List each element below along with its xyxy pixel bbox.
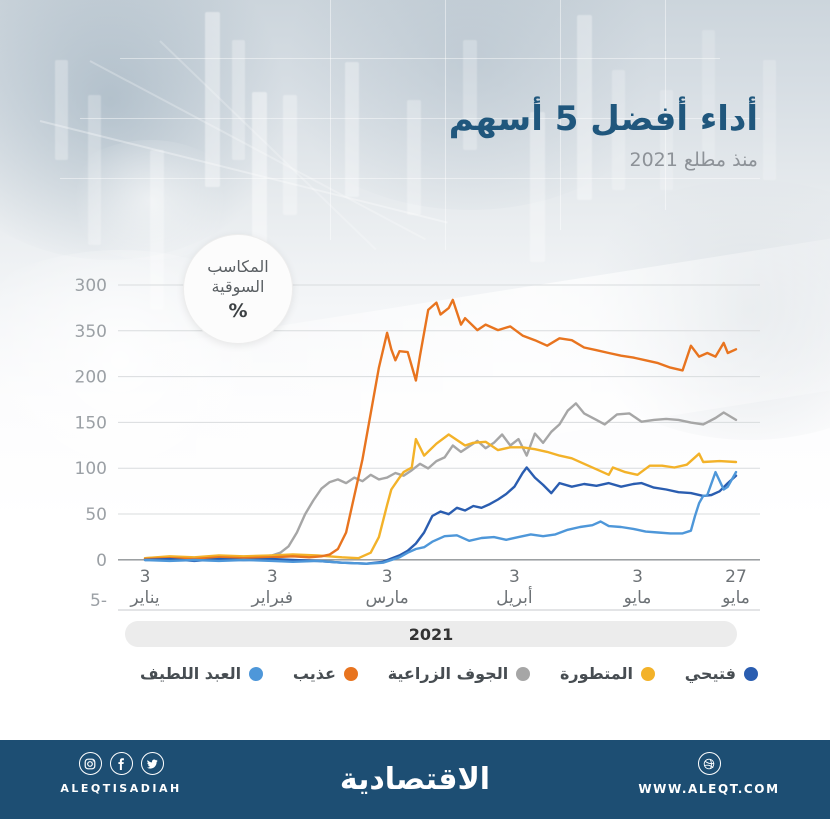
legend-dot-jouf bbox=[516, 666, 531, 681]
svg-text:3: 3 bbox=[140, 567, 151, 587]
svg-text:أبريل: أبريل bbox=[496, 586, 532, 608]
svg-text:3: 3 bbox=[509, 567, 520, 587]
badge-line-1: المكاسب bbox=[207, 256, 269, 276]
chart-canvas: 3003502001501005005-3يناير3فبراير3مارس3أ… bbox=[75, 276, 760, 611]
svg-text:200: 200 bbox=[75, 368, 107, 388]
legend-dot-fatihi bbox=[744, 666, 758, 681]
footer-social-block: ALEQTISADIAH bbox=[46, 752, 196, 795]
brand-logo: الاقتصادية bbox=[0, 740, 830, 819]
svg-text:150: 150 bbox=[75, 413, 107, 433]
svg-text:مايو: مايو bbox=[721, 588, 750, 608]
legend-label-jouf: الجوف الزراعية bbox=[387, 664, 509, 683]
page-title: أداء أفضل 5 أسهم bbox=[448, 99, 758, 139]
svg-text:350: 350 bbox=[75, 322, 107, 342]
chart-legend: فتيحي المتطورة الجوف الزراعية عذيب العبد… bbox=[140, 664, 758, 683]
svg-text:مايو: مايو bbox=[623, 588, 652, 608]
svg-text:100: 100 bbox=[75, 459, 107, 479]
legend-item-fatihi: فتيحي bbox=[685, 664, 758, 683]
legend-label-fatihi: فتيحي bbox=[684, 664, 736, 683]
legend-item-motawera: المتطورة bbox=[560, 664, 655, 683]
legend-label-abdullatif: العبد اللطيف bbox=[140, 664, 242, 683]
svg-text:يناير: يناير bbox=[129, 588, 159, 608]
footer-website-block: WWW.ALEQT.COM bbox=[634, 752, 784, 796]
social-icons-row bbox=[46, 752, 196, 775]
globe-icon bbox=[697, 752, 721, 775]
social-handle: ALEQTISADIAH bbox=[60, 782, 182, 795]
twitter-icon bbox=[140, 752, 164, 775]
page-subtitle: منذ مطلع 2021 bbox=[629, 149, 759, 172]
website-url: WWW.ALEQT.COM bbox=[638, 782, 780, 796]
line-chart: 300 350 200 150 100 50 0 5- 3 يناير 3 فبراير 3 مارس 3 أ… bbox=[70, 276, 770, 621]
footer-band: ALEQTISADIAH الاقتصادية WWW.ALEQT.COM bbox=[0, 740, 830, 819]
svg-text:5-: 5- bbox=[90, 591, 107, 611]
svg-text:0: 0 bbox=[96, 551, 107, 571]
legend-dot-motawera bbox=[640, 666, 655, 681]
svg-text:3: 3 bbox=[382, 567, 393, 587]
svg-text:3: 3 bbox=[267, 567, 278, 587]
svg-text:3: 3 bbox=[632, 567, 643, 587]
percent-symbol: % bbox=[228, 299, 248, 322]
legend-dot-atheeb bbox=[343, 666, 358, 681]
legend-dot-abdullatif bbox=[249, 666, 264, 681]
legend-label-motawera: المتطورة bbox=[559, 664, 633, 683]
legend-item-abdullatif: العبد اللطيف bbox=[140, 664, 264, 683]
brand-wordmark: الاقتصادية bbox=[339, 762, 491, 797]
period-bar: 2021 bbox=[125, 621, 737, 647]
svg-text:مارس: مارس bbox=[366, 588, 409, 608]
svg-text:فبراير: فبراير bbox=[250, 588, 292, 608]
legend-item-atheeb: عذيب bbox=[293, 664, 358, 683]
legend-label-atheeb: عذيب bbox=[292, 664, 336, 683]
svg-text:50: 50 bbox=[85, 505, 107, 525]
badge-line-2: السوقية bbox=[211, 276, 265, 296]
facebook-icon bbox=[109, 752, 133, 775]
market-gains-badge: المكاسب السوقية % bbox=[183, 234, 293, 344]
svg-text:27: 27 bbox=[725, 567, 747, 587]
legend-item-jouf: الجوف الزراعية bbox=[388, 664, 531, 683]
svg-text:300: 300 bbox=[75, 276, 107, 296]
instagram-icon bbox=[78, 752, 102, 775]
chart-header: أداء أفضل 5 أسهم منذ مطلع 2021 bbox=[448, 99, 759, 172]
period-label: 2021 bbox=[408, 624, 454, 644]
